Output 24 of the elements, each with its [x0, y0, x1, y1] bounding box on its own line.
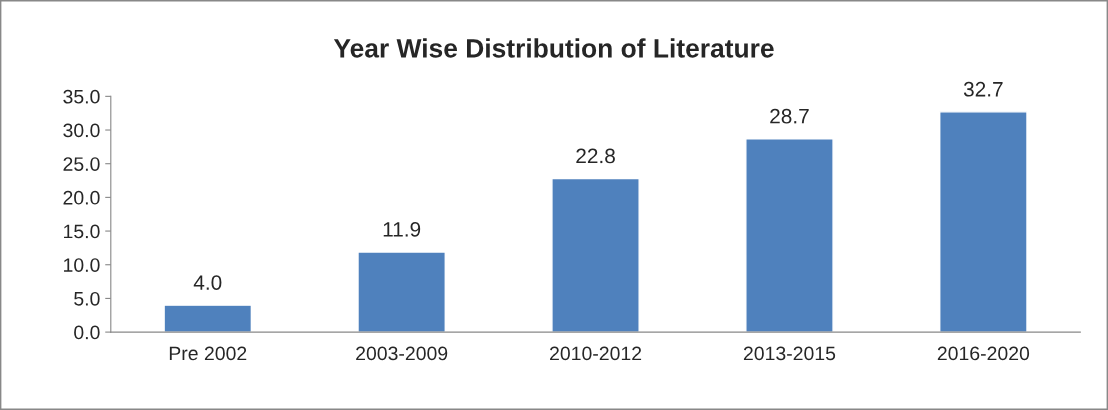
- y-tick-label: 15.0: [64, 224, 100, 239]
- x-tick-label: Pre 2002: [169, 346, 247, 361]
- y-tick-label: 35.0: [63, 89, 100, 104]
- x-tick-label: 2010-2012: [550, 346, 642, 361]
- y-tick-label: 30.0: [63, 123, 100, 138]
- y-tick-label: 10.0: [64, 258, 100, 272]
- data-label: 22.8: [576, 148, 615, 164]
- x-tick-label: 2013-2015: [743, 346, 836, 361]
- y-tick-label: 5.0: [74, 291, 100, 306]
- bar: [357, 251, 446, 333]
- chart-title: Year Wise Distribution of Literature: [333, 38, 774, 58]
- data-label: 28.7: [770, 108, 809, 124]
- bar: [939, 111, 1028, 333]
- bar: [163, 304, 253, 333]
- data-label: 11.9: [383, 221, 421, 237]
- x-tick-label: 2016-2020: [937, 346, 1030, 361]
- x-tick-label: 2003-2009: [356, 346, 448, 361]
- bar: [745, 138, 834, 333]
- y-tick-label: 25.0: [63, 157, 100, 171]
- data-label: 4.0: [193, 275, 222, 290]
- y-tick-label: 0.0: [74, 325, 100, 340]
- bar: [551, 177, 640, 333]
- data-label: 32.7: [963, 81, 1003, 97]
- y-tick-label: 20.0: [63, 190, 100, 205]
